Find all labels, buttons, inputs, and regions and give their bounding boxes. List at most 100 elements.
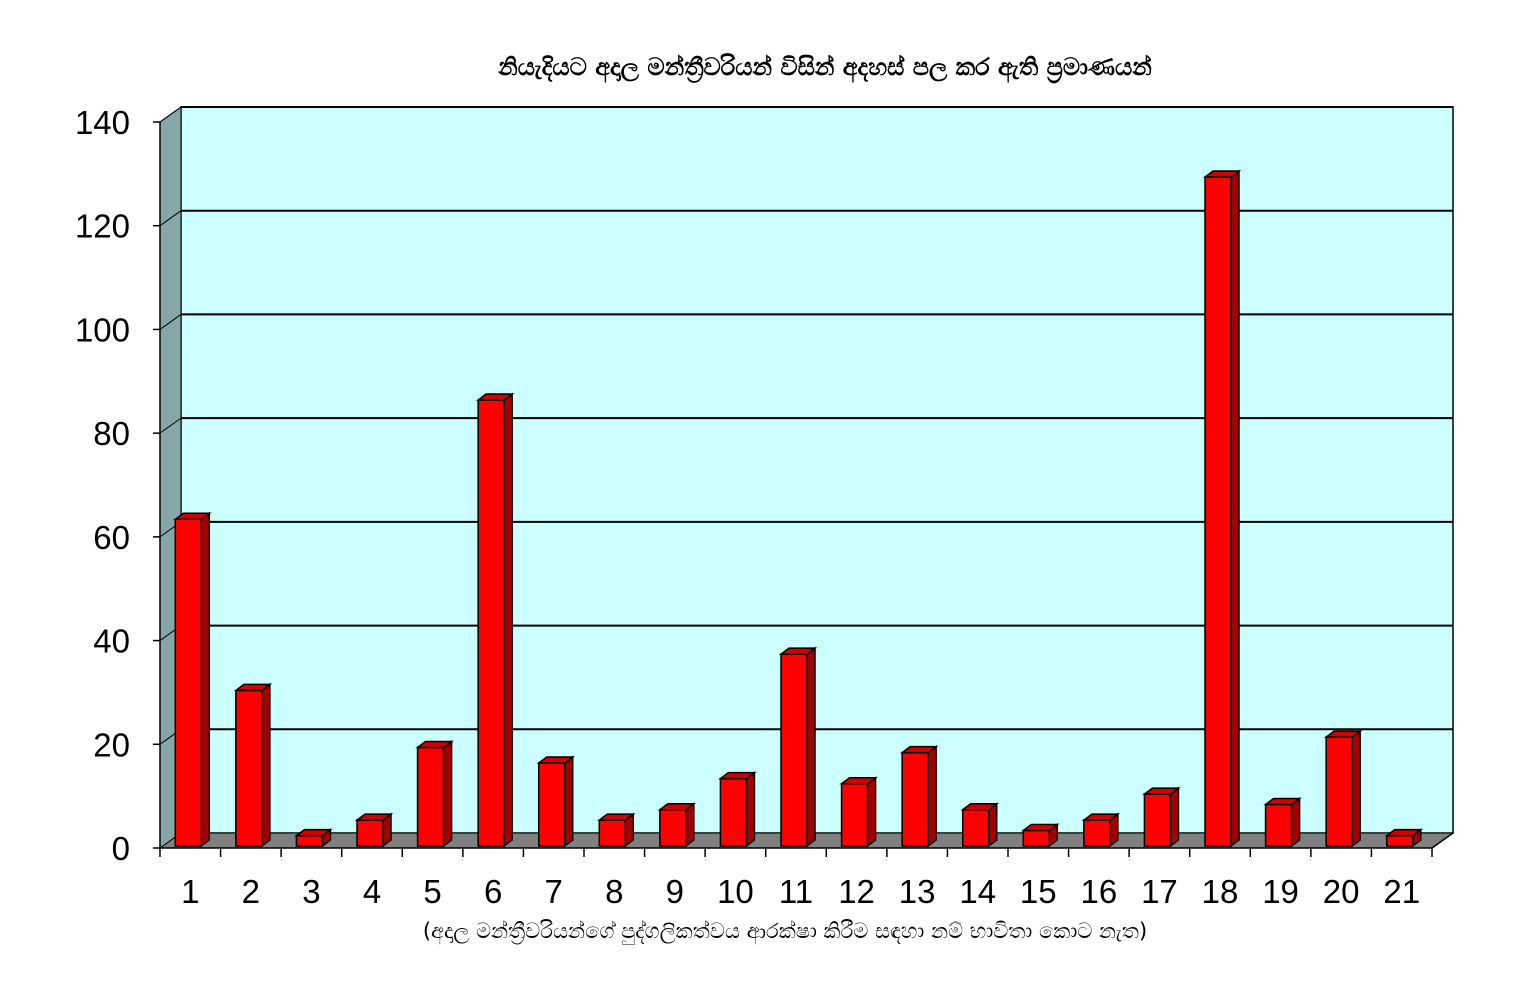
bar-side: [1351, 729, 1361, 848]
bar-front: [1325, 736, 1353, 847]
bar-side: [442, 739, 453, 848]
x-axis-depth-line: [1431, 832, 1454, 849]
gridline-side: [159, 210, 182, 227]
bar-side: [563, 755, 574, 848]
y-tick-label: 0: [112, 830, 130, 867]
bar: [354, 812, 394, 848]
bar: [1021, 822, 1060, 848]
bar-side: [200, 511, 211, 848]
bar-front: [1143, 793, 1172, 847]
x-tick-label: 14: [959, 873, 996, 910]
bar: [1384, 828, 1423, 848]
back-wall: [180, 106, 1454, 834]
bar: [597, 812, 636, 848]
bar-front: [1083, 819, 1111, 847]
x-tick-label: 4: [363, 873, 381, 910]
chart-title: නියැදියට අදාල මන්ත්‍රීවරියන් විසින් අදහස…: [497, 53, 1151, 84]
chart-walls: [158, 106, 1455, 849]
bar: [657, 802, 697, 848]
y-tick-label: 100: [75, 311, 130, 348]
x-tick-label: 9: [666, 873, 684, 910]
bar-side: [503, 392, 513, 848]
bar-top: [294, 828, 333, 837]
bar-side: [685, 802, 695, 848]
bar-top: [173, 512, 212, 521]
y-tick-label: 40: [93, 623, 130, 660]
bar-side: [987, 802, 998, 848]
bar: [536, 755, 575, 848]
x-tick-label: 16: [1080, 873, 1117, 910]
bar-front: [1264, 803, 1293, 847]
bar-front: [1204, 176, 1232, 847]
bar-front: [174, 518, 203, 847]
bar: [839, 776, 878, 848]
bar-side: [806, 646, 816, 848]
bar-front: [719, 777, 748, 847]
bar: [778, 646, 818, 848]
x-tick-label: 15: [1020, 873, 1057, 910]
bar-top: [960, 802, 999, 811]
bar: [294, 828, 333, 848]
bar: [173, 511, 212, 848]
bar: [1142, 786, 1181, 848]
bar-top: [354, 813, 394, 821]
x-tick-label: 2: [242, 873, 260, 910]
bar-front: [235, 689, 263, 847]
bar-front: [1385, 834, 1414, 847]
bar: [233, 682, 273, 848]
y-tick-labels: 0 20 40 60 80 100 120 140: [75, 104, 130, 867]
gridline-side: [159, 106, 182, 123]
bar-top: [778, 647, 818, 655]
bar-side: [866, 776, 877, 848]
bar: [415, 739, 454, 848]
y-tick-label: 140: [75, 104, 130, 141]
gridline-side: [159, 314, 182, 330]
bar-top: [657, 802, 697, 811]
bar-front: [537, 762, 566, 847]
bar-front: [477, 399, 505, 847]
bar-side: [927, 745, 937, 848]
gridlines: [159, 106, 1453, 745]
bar-side: [745, 771, 756, 848]
bar-side: [1290, 797, 1301, 848]
gridline-side: [159, 417, 182, 434]
bar-top: [597, 813, 636, 821]
x-tick-label: 11: [779, 873, 813, 910]
bar: [1323, 729, 1363, 848]
bar: [899, 745, 939, 848]
x-tick-label: 6: [484, 873, 502, 910]
bar: [960, 802, 999, 848]
x-tick-label: 20: [1323, 873, 1360, 910]
bar-front: [598, 819, 627, 847]
x-tick-label: 21: [1383, 873, 1420, 910]
bar-top: [1323, 730, 1363, 738]
bar-top: [415, 740, 454, 749]
bar-front: [780, 653, 808, 847]
bar-top: [1142, 787, 1181, 795]
x-tick-label: 3: [302, 873, 320, 910]
bar: [1202, 169, 1242, 848]
axes: [153, 121, 1454, 857]
bar-front: [659, 808, 687, 847]
x-tick-labels: 1 2 3 4 5 6 7 8 9 10 11 12 13 14 15 16 17 18 19 20 21: [181, 873, 1420, 910]
x-tick-label: 18: [1202, 873, 1239, 910]
bar-top: [899, 745, 939, 754]
x-tick-label: 12: [838, 873, 875, 910]
bar-top: [718, 771, 757, 780]
bar-top: [475, 393, 515, 401]
x-tick-label: 1: [181, 873, 199, 910]
bar: [1263, 797, 1302, 848]
bar-top: [1081, 813, 1121, 821]
x-tick-label: 7: [545, 873, 563, 910]
bar-top: [1021, 823, 1060, 832]
bar-top: [839, 777, 878, 785]
bar-top: [1263, 797, 1302, 806]
bar: [1081, 812, 1121, 848]
x-tick-label: 13: [899, 873, 936, 910]
bar-side: [261, 682, 271, 848]
y-tick-label: 20: [93, 726, 130, 763]
x-axis-label: (අදාල මන්ත්‍රීවරියන්ගේ පුද්ගලිකත්වය ආරක්…: [423, 919, 1147, 945]
bar-side: [1230, 169, 1240, 848]
bar-top: [1384, 828, 1423, 837]
